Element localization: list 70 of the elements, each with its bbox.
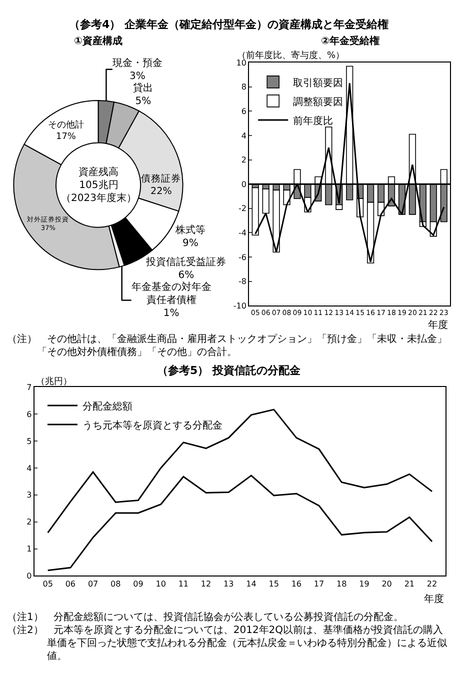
data-label: 17% (56, 132, 76, 142)
y-tick-label: 4 (241, 131, 246, 140)
data-label: 1% (163, 308, 180, 320)
x-tick-label: 08 (110, 579, 121, 588)
y-tick-label: -4 (238, 228, 246, 238)
legend-label: うち元本等を原資とする分配金 (82, 419, 222, 432)
data-label: 3% (130, 70, 146, 82)
y-tick-label: 7 (26, 382, 32, 392)
y-tick-label: 2 (26, 518, 32, 527)
data-label: 5% (135, 96, 152, 107)
y-tick-label: 5 (26, 436, 32, 446)
y-tick-label: -8 (238, 277, 246, 286)
y-tick-label: 3 (26, 490, 32, 500)
data-label: 22% (150, 186, 172, 198)
x-tick-label: 12 (200, 579, 212, 588)
data-label: 9% (182, 238, 198, 250)
x-tick-label: 07 (88, 579, 98, 588)
y-tick-label: 8 (241, 82, 246, 92)
slice-label: その他計 (48, 119, 84, 130)
text: （注1） 分配金総額については、投資信託協会が公表している公募投資信託の分配金。 (7, 611, 404, 623)
y-tick-label: 2 (241, 156, 246, 165)
slice-label: 貸出 (133, 82, 154, 94)
slice-label: 現金・預金 (112, 56, 162, 69)
y-tick-label: 0 (26, 572, 32, 581)
y-tick-label: 4 (26, 464, 32, 473)
legend-label: 取引額要因 (293, 76, 344, 89)
x-axis-title: 年度 (428, 319, 448, 331)
slice-label: 債務証券 (141, 172, 182, 185)
y-tick-label: -6 (238, 252, 246, 262)
x-tick-label: 13 (224, 579, 234, 588)
x-tick-label: 21 (404, 579, 415, 588)
y-axis-title: （前年度比、寄与度、%） (237, 50, 345, 61)
x-axis-title: 年度 (424, 593, 444, 605)
chart-title: （参考4） 企業年金（確定給付型年金）の資産構成と年金受給権 (69, 18, 388, 31)
x-tick-label: 14 (246, 579, 256, 588)
data-label: 6% (178, 270, 194, 282)
line-series (47, 474, 433, 572)
y-axis-title: （兆円） (36, 376, 72, 387)
text: （注2） 元本等を原資とする分配金については、2012年2Q以前は、基準価格が投資信託の購入単価を下回った状態で支払われる分配金（元本払戻金＝いわゆる特別分配金）による近似値。 (7, 624, 447, 662)
x-tick-label: 19 (359, 579, 370, 588)
y-tick-label: 6 (241, 106, 246, 116)
chart-title: （参考5） 投資信託の分配金 (157, 364, 302, 377)
x-tick-label: 16 (291, 579, 302, 588)
chart-title: ②年金受給権 (321, 35, 380, 47)
y-tick-label: -2 (238, 204, 246, 214)
x-tick-label: 22 (426, 579, 438, 588)
text: （注） その他計は、「金融派生商品・雇用者ストックオプション」「預け金」「未収・未払金」「その他対外債権債務」「その他」の合計。 (7, 333, 447, 358)
x-tick-label: 15 (268, 579, 279, 588)
x-tick-label: 17 (314, 579, 324, 588)
x-tick-label: 20 (382, 579, 392, 588)
y-tick-label: 1 (26, 544, 32, 554)
legend-label: 分配金総額 (82, 400, 132, 412)
x-tick-label: 18 (336, 579, 347, 588)
slice-label: 投資信託受益証券 (145, 256, 226, 268)
slice-label: 年金基金の対年金責任者債権 (131, 281, 212, 306)
legend-label: 調整額要因 (293, 96, 344, 108)
bar (262, 188, 270, 214)
x-tick-label: 10 (156, 579, 166, 588)
x-tick-label: 05 (42, 579, 53, 588)
x-tick-label: 06 (65, 579, 76, 588)
text: 資産残高105兆円（2023年度末） (61, 166, 136, 204)
chart-subtitle: ①資産構成 (74, 35, 122, 47)
y-tick-label: 0 (241, 180, 246, 189)
legend-label: 前年度比 (293, 114, 334, 127)
y-tick-label: -10 (233, 301, 246, 310)
x-tick-label: 09 (133, 579, 144, 588)
y-tick-label: 6 (26, 410, 32, 419)
slice-label: 株式等 (174, 224, 206, 236)
y-tick-label: 10 (236, 58, 246, 68)
x-tick-label: 11 (178, 579, 189, 588)
